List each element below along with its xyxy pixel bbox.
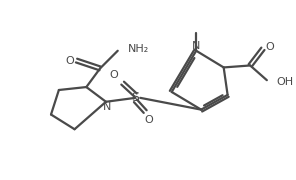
Text: OH: OH xyxy=(277,77,294,87)
Text: O: O xyxy=(266,42,274,52)
Text: N: N xyxy=(103,102,111,112)
Text: S: S xyxy=(131,91,139,104)
Text: O: O xyxy=(145,115,154,125)
Text: O: O xyxy=(110,70,118,80)
Text: N: N xyxy=(192,41,200,51)
Text: O: O xyxy=(65,56,74,66)
Text: NH₂: NH₂ xyxy=(128,44,149,54)
